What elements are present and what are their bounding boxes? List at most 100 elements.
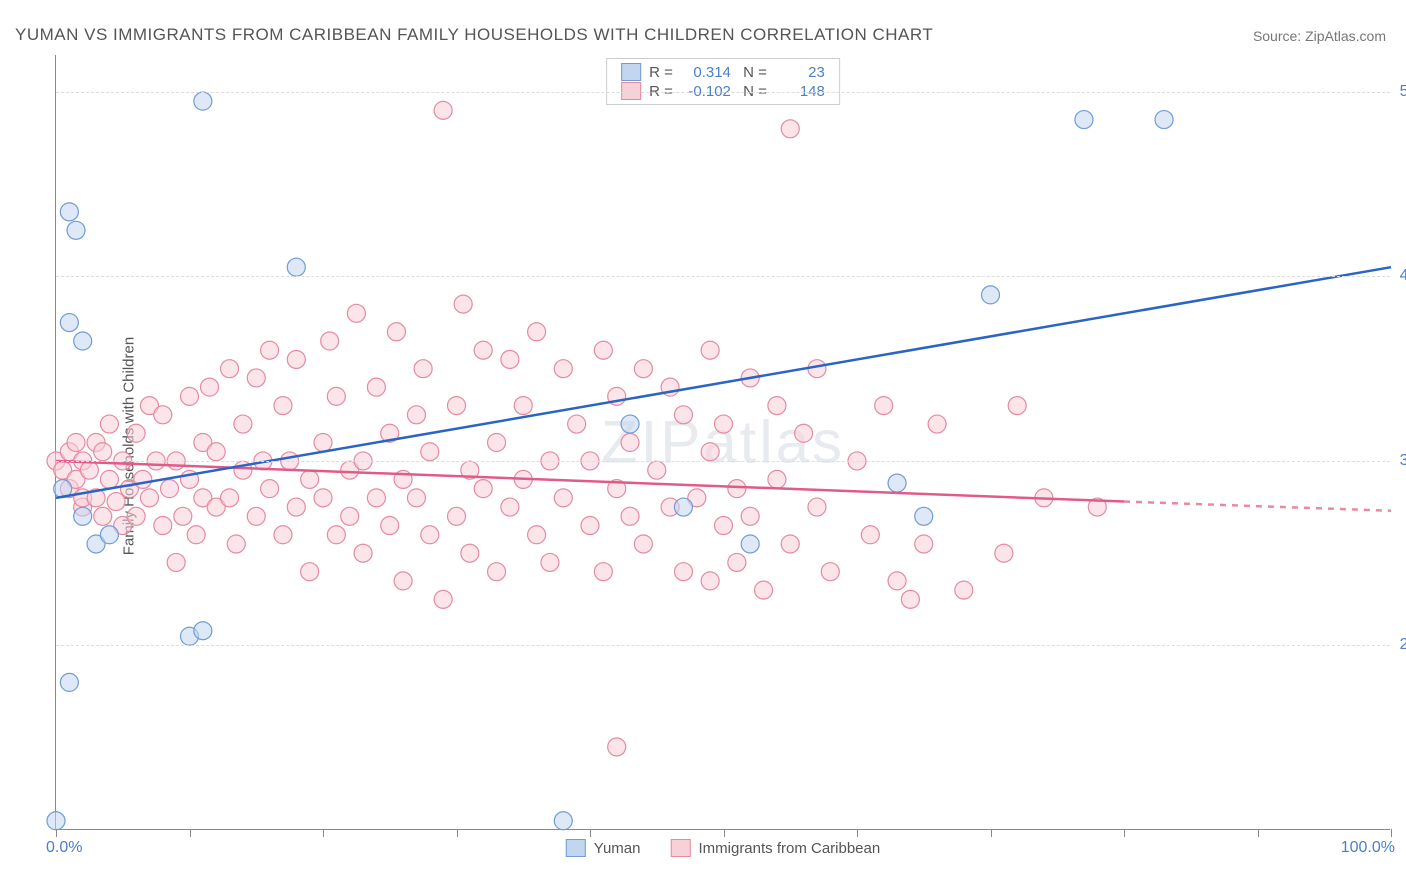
- data-point: [341, 507, 359, 525]
- data-point: [194, 92, 212, 110]
- data-point: [474, 341, 492, 359]
- data-point: [461, 544, 479, 562]
- regression-line: [1124, 502, 1391, 511]
- data-point: [67, 221, 85, 239]
- data-point: [234, 415, 252, 433]
- data-point: [60, 314, 78, 332]
- data-point: [928, 415, 946, 433]
- data-point: [674, 563, 692, 581]
- data-point: [434, 590, 452, 608]
- data-point: [60, 673, 78, 691]
- data-point: [995, 544, 1013, 562]
- data-point: [421, 526, 439, 544]
- data-point: [407, 406, 425, 424]
- data-point: [528, 323, 546, 341]
- data-point: [634, 360, 652, 378]
- data-point: [488, 563, 506, 581]
- data-point: [354, 544, 372, 562]
- data-point: [448, 507, 466, 525]
- r-label: R =: [649, 64, 673, 81]
- x-tick: [457, 829, 458, 837]
- legend-label-blue: Yuman: [594, 840, 641, 857]
- data-point: [674, 406, 692, 424]
- data-point: [755, 581, 773, 599]
- data-point: [287, 258, 305, 276]
- data-point: [274, 397, 292, 415]
- data-point: [201, 378, 219, 396]
- data-point: [454, 295, 472, 313]
- x-tick: [991, 829, 992, 837]
- data-point: [621, 507, 639, 525]
- legend-swatch-pink: [670, 839, 690, 857]
- x-tick: [56, 829, 57, 837]
- swatch-blue: [621, 63, 641, 81]
- data-point: [194, 622, 212, 640]
- legend-item-pink: Immigrants from Caribbean: [670, 839, 880, 857]
- data-point: [541, 553, 559, 571]
- data-point: [154, 517, 172, 535]
- y-tick-label: 40.0%: [1400, 267, 1406, 285]
- data-point: [174, 507, 192, 525]
- data-point: [501, 498, 519, 516]
- data-point: [221, 360, 239, 378]
- data-point: [608, 738, 626, 756]
- data-point: [261, 341, 279, 359]
- data-point: [134, 470, 152, 488]
- data-point: [327, 387, 345, 405]
- chart-container: YUMAN VS IMMIGRANTS FROM CARIBBEAN FAMIL…: [0, 0, 1406, 892]
- data-point: [581, 517, 599, 535]
- data-point: [274, 526, 292, 544]
- gridline: [56, 645, 1390, 646]
- data-point: [768, 397, 786, 415]
- data-point: [287, 498, 305, 516]
- y-tick-label: 30.0%: [1400, 452, 1406, 470]
- data-point: [247, 507, 265, 525]
- data-point: [207, 443, 225, 461]
- data-point: [80, 461, 98, 479]
- data-point: [367, 489, 385, 507]
- n-value-blue: 23: [775, 64, 825, 81]
- data-point: [514, 397, 532, 415]
- x-tick: [1391, 829, 1392, 837]
- data-point: [715, 415, 733, 433]
- x-tick: [1124, 829, 1125, 837]
- data-point: [381, 517, 399, 535]
- data-point: [421, 443, 439, 461]
- data-point: [554, 812, 572, 830]
- data-point: [327, 526, 345, 544]
- gridline: [56, 92, 1390, 93]
- data-point: [501, 350, 519, 368]
- chart-title: YUMAN VS IMMIGRANTS FROM CARIBBEAN FAMIL…: [15, 25, 933, 45]
- legend-swatch-blue: [566, 839, 586, 857]
- data-point: [715, 517, 733, 535]
- data-point: [701, 341, 719, 359]
- data-point: [781, 535, 799, 553]
- y-tick-label: 20.0%: [1400, 636, 1406, 654]
- data-point: [674, 498, 692, 516]
- data-point: [127, 424, 145, 442]
- n-label: N =: [739, 64, 767, 81]
- data-point: [568, 415, 586, 433]
- data-point: [247, 369, 265, 387]
- data-point: [140, 489, 158, 507]
- x-tick: [590, 829, 591, 837]
- data-point: [100, 415, 118, 433]
- data-point: [1075, 111, 1093, 129]
- data-point: [367, 378, 385, 396]
- data-point: [414, 360, 432, 378]
- data-point: [915, 507, 933, 525]
- data-point: [187, 526, 205, 544]
- data-point: [448, 397, 466, 415]
- x-tick: [190, 829, 191, 837]
- data-point: [287, 350, 305, 368]
- data-point: [648, 461, 666, 479]
- gridline: [56, 276, 1390, 277]
- data-point: [127, 507, 145, 525]
- data-point: [314, 489, 332, 507]
- data-point: [407, 489, 425, 507]
- data-point: [741, 535, 759, 553]
- data-point: [821, 563, 839, 581]
- data-point: [488, 434, 506, 452]
- x-axis-label-min: 0.0%: [46, 839, 82, 857]
- data-point: [1008, 397, 1026, 415]
